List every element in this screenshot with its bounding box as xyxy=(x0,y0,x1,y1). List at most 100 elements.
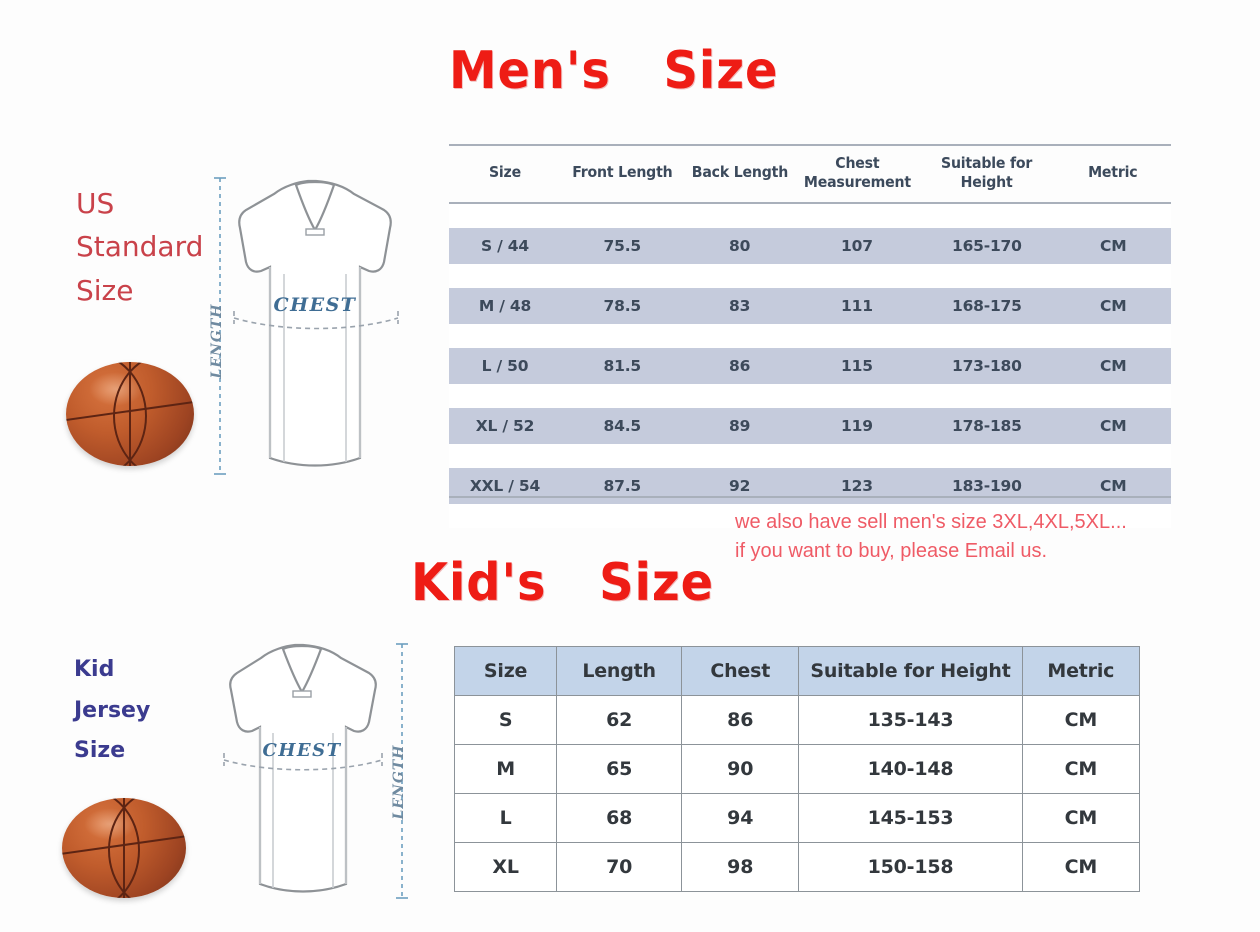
kids-cell-chest: 98 xyxy=(681,842,800,892)
kid-jersey-size-label: Kid Jersey Size xyxy=(74,657,151,764)
kids-size-table: Size Length Chest Suitable for Height Me… xyxy=(453,646,1141,892)
jersey-neck-tag xyxy=(305,228,325,236)
mens-cell-front-length: 81.5 xyxy=(560,347,684,384)
mens-cell-size: M / 48 xyxy=(449,287,561,324)
mens-cell-size: S / 44 xyxy=(449,227,561,264)
table-row: XXL / 54 87.5 92 123 183-190 CM xyxy=(449,467,1171,504)
mens-table-body: S / 44 75.5 80 107 165-170 CM M / 48 78.… xyxy=(449,202,1171,528)
kids-cell-length: 70 xyxy=(556,842,683,892)
table-row: L 68 94 145-153 CM xyxy=(453,793,1141,843)
mens-cell-chest: 115 xyxy=(795,347,919,384)
table-row: XL / 52 84.5 89 119 178-185 CM xyxy=(449,407,1171,444)
mens-cell-size: XL / 52 xyxy=(449,407,561,444)
mens-cell-back-length: 80 xyxy=(683,227,796,264)
mens-col-front-length: Front Length xyxy=(564,144,680,204)
mens-length-measure: LENGTH xyxy=(209,177,226,475)
availability-note: we also have sell men's size 3XL,4XL,5XL… xyxy=(735,511,1127,562)
mens-cell-height: 183-190 xyxy=(918,467,1056,504)
jersey-neck-tag xyxy=(292,690,312,698)
basketball-gloss xyxy=(89,372,143,406)
kids-size-table-element: Size Length Chest Suitable for Height Me… xyxy=(453,646,1141,892)
kids-cell-height: 150-158 xyxy=(798,842,1023,892)
mens-table-bottom-rule xyxy=(449,496,1171,498)
kids-cell-metric: CM xyxy=(1021,695,1141,745)
mens-cell-metric: CM xyxy=(1055,227,1171,264)
kids-chest-label: CHEST xyxy=(263,740,342,761)
mens-cell-back-length: 83 xyxy=(683,287,796,324)
mens-cell-chest: 111 xyxy=(795,287,919,324)
kids-chest-measure xyxy=(223,753,383,771)
mens-cell-back-length: 86 xyxy=(683,347,796,384)
kids-size-title: Kid's Size xyxy=(411,553,714,613)
kids-cell-metric: CM xyxy=(1021,842,1141,892)
svg-text:LENGTH: LENGTH xyxy=(391,745,407,821)
kids-cell-size: S xyxy=(453,695,558,745)
kids-cell-height: 135-143 xyxy=(798,695,1023,745)
mens-cell-metric: CM xyxy=(1055,407,1171,444)
kids-jersey-illustration: CHEST LENGTH xyxy=(205,632,420,910)
kids-jersey-svg: CHEST LENGTH xyxy=(223,643,408,899)
mens-cell-metric: CM xyxy=(1055,287,1171,324)
mens-size-table-element: Size Front Length Back Length Chest Meas… xyxy=(449,144,1171,528)
kids-cell-height: 145-153 xyxy=(798,793,1023,843)
kids-table-header-row: Size Length Chest Suitable for Height Me… xyxy=(453,646,1141,696)
mens-cell-metric: CM xyxy=(1055,347,1171,384)
table-row: L / 50 81.5 86 115 173-180 CM xyxy=(449,347,1171,384)
basketball-seam-horizontal xyxy=(62,834,186,856)
basketball-gloss xyxy=(84,808,137,840)
kids-cell-height: 140-148 xyxy=(798,744,1023,794)
table-row: M 65 90 140-148 CM xyxy=(453,744,1141,794)
kids-cell-size: XL xyxy=(453,842,558,892)
kids-cell-length: 65 xyxy=(556,744,683,794)
kids-cell-size: L xyxy=(453,793,558,843)
mens-jersey-svg: LENGTH CHEST xyxy=(209,177,399,475)
table-row: M / 48 78.5 83 111 168-175 CM xyxy=(449,287,1171,324)
mens-table-spacer xyxy=(449,443,1171,468)
mens-cell-back-length: 89 xyxy=(683,407,796,444)
mens-col-size: Size xyxy=(452,144,558,204)
mens-cell-height: 168-175 xyxy=(918,287,1056,324)
kids-cell-chest: 86 xyxy=(681,695,800,745)
mens-cell-size: XXL / 54 xyxy=(449,467,561,504)
mens-cell-front-length: 84.5 xyxy=(560,407,684,444)
kids-cell-size: M xyxy=(453,744,558,794)
basketball-icon xyxy=(62,798,186,898)
kids-cell-chest: 94 xyxy=(681,793,800,843)
mens-cell-front-length: 78.5 xyxy=(560,287,684,324)
mens-col-back-length: Back Length xyxy=(686,144,793,204)
mens-table-spacer xyxy=(449,263,1171,288)
kids-col-chest: Chest xyxy=(681,646,800,696)
mens-cell-front-length: 75.5 xyxy=(560,227,684,264)
kids-cell-metric: CM xyxy=(1021,744,1141,794)
mens-size-title: Men's Size xyxy=(449,41,779,101)
basketball-icon xyxy=(66,362,194,466)
table-row: S / 44 75.5 80 107 165-170 CM xyxy=(449,227,1171,264)
table-row: S 62 86 135-143 CM xyxy=(453,695,1141,745)
mens-cell-height: 165-170 xyxy=(918,227,1056,264)
mens-col-metric: Metric xyxy=(1058,144,1168,204)
kids-cell-length: 62 xyxy=(556,695,683,745)
mens-cell-height: 173-180 xyxy=(918,347,1056,384)
kids-cell-chest: 90 xyxy=(681,744,800,794)
mens-cell-back-length: 92 xyxy=(683,467,796,504)
kids-col-suitable-height: Suitable for Height xyxy=(798,646,1023,696)
mens-table-spacer xyxy=(449,323,1171,348)
kids-table-body: S 62 86 135-143 CM M 65 90 140-148 CM L … xyxy=(453,695,1141,892)
mens-chest-label: CHEST xyxy=(274,294,357,316)
mens-cell-front-length: 87.5 xyxy=(560,467,684,504)
mens-table-spacer xyxy=(449,202,1171,228)
table-row: XL 70 98 150-158 CM xyxy=(453,842,1141,892)
mens-size-table: Size Front Length Back Length Chest Meas… xyxy=(449,144,1171,528)
mens-cell-chest: 123 xyxy=(795,467,919,504)
kids-col-metric: Metric xyxy=(1021,646,1141,696)
kids-length-measure: LENGTH xyxy=(391,643,408,899)
mens-cell-metric: CM xyxy=(1055,467,1171,504)
us-standard-size-label: US Standard Size xyxy=(76,187,204,307)
mens-table-spacer xyxy=(449,503,1171,528)
kids-cell-length: 68 xyxy=(556,793,683,843)
mens-cell-size: L / 50 xyxy=(449,347,561,384)
mens-chest-measure xyxy=(233,311,399,330)
kids-col-length: Length xyxy=(556,646,683,696)
mens-table-spacer xyxy=(449,383,1171,408)
mens-col-chest-measurement: Chest Measurement xyxy=(799,144,915,204)
